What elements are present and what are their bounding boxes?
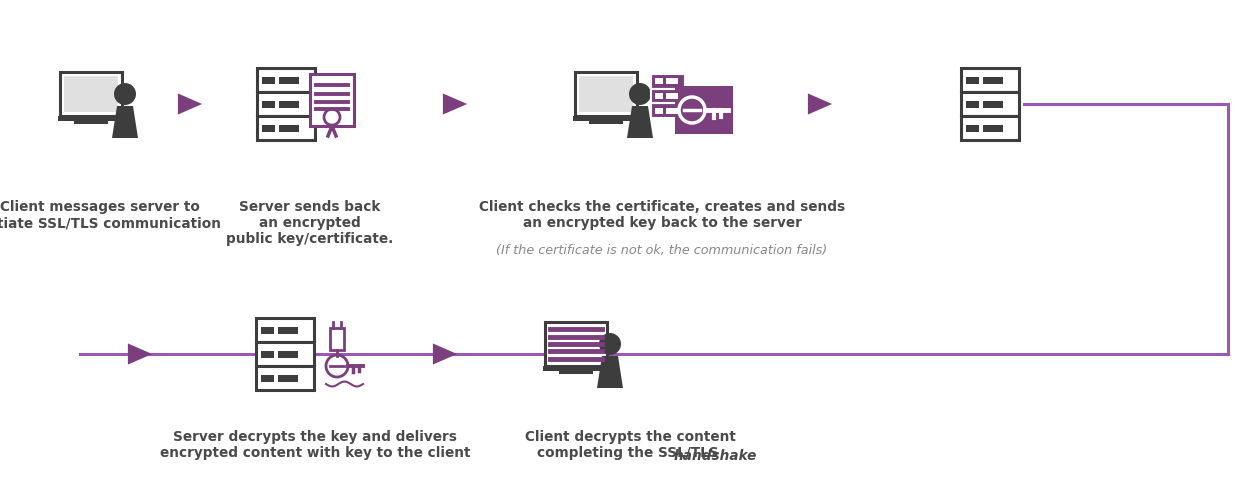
Bar (575, 73, 637, 117)
Bar (58, 117, 125, 122)
Bar (655, 79, 663, 85)
Text: (If the certificate is not ok, the communication fails): (If the certificate is not ok, the commu… (497, 244, 828, 257)
Polygon shape (433, 344, 457, 365)
Text: Server decrypts the key and delivers
encrypted content with key to the client: Server decrypts the key and delivers enc… (160, 429, 470, 459)
Bar (559, 371, 593, 374)
Text: handshake: handshake (674, 448, 757, 462)
Polygon shape (808, 94, 832, 115)
Polygon shape (626, 107, 653, 139)
Bar (650, 75, 686, 119)
Bar (279, 77, 299, 84)
Bar (966, 125, 979, 132)
Bar (543, 366, 609, 371)
Bar (961, 69, 1019, 93)
Bar (572, 117, 639, 122)
Circle shape (629, 84, 650, 106)
Bar (982, 102, 1003, 108)
Bar (665, 79, 678, 85)
Bar (262, 125, 276, 132)
Bar (64, 77, 118, 113)
Bar (545, 323, 608, 366)
Bar (255, 366, 314, 390)
Polygon shape (112, 107, 138, 139)
Bar (60, 73, 122, 117)
Bar (650, 104, 686, 119)
Bar (279, 125, 299, 132)
Bar (257, 69, 314, 93)
Bar (650, 89, 686, 104)
Bar (579, 77, 633, 113)
Circle shape (599, 333, 621, 355)
Bar (330, 328, 343, 350)
Circle shape (325, 110, 340, 126)
Text: Client checks the certificate, creates and sends
an encrypted key back to the se: Client checks the certificate, creates a… (479, 200, 845, 230)
Bar (278, 351, 298, 358)
Text: Server sends back
an encrypted
public key/certificate.: Server sends back an encrypted public ke… (226, 200, 394, 246)
Bar (260, 375, 274, 382)
Text: Client messages server to
initiate SSL/TLS communication: Client messages server to initiate SSL/T… (0, 200, 221, 230)
Bar (278, 327, 298, 334)
Bar (255, 342, 314, 366)
Bar (961, 117, 1019, 141)
Text: Client decrypts the content
completing the SSL/TLS: Client decrypts the content completing t… (525, 429, 736, 459)
Bar (257, 117, 314, 141)
Bar (665, 94, 678, 100)
Bar (676, 87, 733, 135)
Bar (309, 75, 353, 127)
Bar (665, 108, 678, 114)
Bar (655, 108, 663, 114)
Polygon shape (598, 356, 623, 388)
Polygon shape (128, 344, 152, 365)
Polygon shape (443, 94, 467, 115)
Bar (257, 93, 314, 117)
Polygon shape (177, 94, 203, 115)
Bar (655, 94, 663, 100)
Bar (650, 75, 686, 89)
Bar (260, 351, 274, 358)
Bar (262, 77, 276, 84)
Bar (982, 125, 1003, 132)
Bar (262, 102, 276, 108)
Bar (961, 93, 1019, 117)
Bar (74, 122, 108, 125)
Bar (966, 77, 979, 84)
Bar (278, 375, 298, 382)
Circle shape (326, 355, 348, 377)
Bar (255, 318, 314, 342)
Bar (279, 102, 299, 108)
Bar (966, 102, 979, 108)
Bar (982, 77, 1003, 84)
Bar (589, 122, 623, 125)
Bar (260, 327, 274, 334)
Circle shape (114, 84, 136, 106)
